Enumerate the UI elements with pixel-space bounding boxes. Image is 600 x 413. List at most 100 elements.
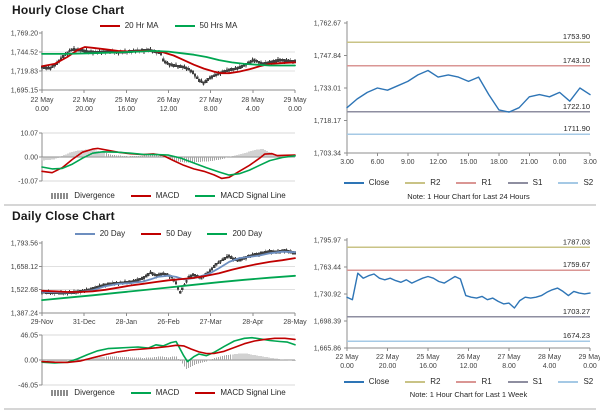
legend-line-swatch — [405, 181, 426, 184]
tick-label: 9.00 — [401, 159, 415, 166]
legend-line-swatch — [405, 380, 426, 383]
level-label-S2: 1711.90 — [563, 124, 590, 133]
tick-label: 0.00 — [24, 358, 38, 365]
tick-label: 0.00 — [553, 159, 567, 166]
legend-item: 50 Hrs MA — [174, 21, 237, 30]
legend-label: S1 — [532, 377, 543, 386]
tick-label: 20.00 — [75, 106, 93, 113]
legend-line-swatch — [195, 391, 216, 394]
tick-label: 27-Mar — [200, 319, 223, 326]
legend-item: MACD Signal Line — [195, 191, 286, 200]
horizontal-divider — [4, 204, 596, 206]
level-label-R2: 1753.90 — [563, 32, 590, 41]
legend-item: Divergence — [51, 191, 115, 200]
tick-label: 25 May — [115, 97, 138, 104]
pivot-24h-note: Note: 1 Hour Chart for Last 24 Hours — [407, 192, 530, 201]
legend-label: MACD — [155, 388, 180, 397]
tick-label: 0.00 — [288, 106, 302, 113]
horizontal-divider — [4, 408, 596, 410]
tick-label: 1,698.39 — [314, 318, 341, 325]
tick-label: -46.05 — [18, 383, 38, 390]
series-macd — [41, 336, 296, 364]
close-line — [346, 69, 591, 113]
legend-line-swatch — [456, 181, 477, 184]
tick-label: 0.00 — [583, 363, 597, 370]
legend-item: MACD — [130, 191, 179, 200]
legend-item: R2 — [405, 178, 440, 187]
series-macd-signal-line — [41, 151, 296, 176]
tick-label: 1,703.34 — [314, 151, 341, 158]
legend-label: 20 Day — [99, 229, 126, 238]
legend-line-swatch — [99, 24, 120, 27]
tick-label: 27 May — [199, 97, 222, 104]
tick-label: 1,387.24 — [11, 311, 38, 318]
tick-label: 0.00 — [35, 106, 49, 113]
tick-label: 12.00 — [160, 106, 178, 113]
tick-label: 28-Apr — [242, 319, 264, 326]
tick-label: 8.00 — [204, 106, 218, 113]
legend-label: 200 Day — [232, 229, 263, 238]
legend-item: S1 — [507, 178, 542, 187]
legend-item: MACD — [130, 388, 180, 397]
tick-label: 22 May — [73, 97, 96, 104]
legend-item: 20 Hr MA — [99, 21, 159, 30]
tick-label: 25 May — [417, 354, 440, 361]
legend-item: Close — [343, 178, 389, 187]
legend-bar-swatch — [51, 389, 70, 396]
legend-label: S2 — [583, 377, 594, 386]
daily-chart-title: Daily Close Chart — [12, 209, 115, 223]
tick-label: 16.00 — [118, 106, 136, 113]
tick-label: 1,658.12 — [11, 264, 38, 271]
tick-label: 1,695.15 — [11, 88, 38, 95]
tick-label: 4.00 — [246, 106, 260, 113]
tick-label: 22 May — [31, 97, 54, 104]
level-label-S1: 1703.27 — [563, 307, 590, 316]
tick-label: 1,718.17 — [314, 118, 341, 125]
legend-line-swatch — [507, 380, 528, 383]
tick-label: 3.00 — [340, 159, 354, 166]
legend-item: R2 — [405, 377, 440, 386]
tick-label: 10.07 — [20, 131, 38, 138]
tick-label: 28-May — [283, 319, 307, 326]
tick-label: 1,730.92 — [314, 291, 341, 298]
tick-label: 18.00 — [490, 159, 508, 166]
tick-label: 1,733.01 — [314, 85, 341, 92]
pivot-week-legend: Close R2 R1 S1 S2 — [343, 377, 593, 386]
legend-line-swatch — [558, 181, 579, 184]
tick-label: 27 May — [498, 354, 521, 361]
tick-label: 29 May — [284, 97, 307, 104]
legend-item: S1 — [507, 377, 543, 386]
series-macd — [41, 147, 296, 180]
legend-item: 20 Day — [74, 229, 126, 238]
legend-item: Divergence — [51, 388, 115, 397]
tick-label: 1,795.97 — [314, 238, 341, 245]
tick-label: 15.00 — [460, 159, 478, 166]
tick-label: 22 May — [336, 354, 359, 361]
legend-label: MACD Signal Line — [220, 388, 286, 397]
legend-line-swatch — [74, 232, 95, 235]
legend-label: Divergence — [74, 388, 115, 397]
tick-label: 26-Feb — [157, 319, 179, 326]
legend-line-swatch — [195, 194, 216, 197]
series-200-day — [41, 274, 296, 301]
legend-item: S2 — [558, 377, 593, 386]
legend-label: Divergence — [74, 191, 115, 200]
tick-label: 28-Jan — [116, 319, 138, 326]
legend-label: R1 — [481, 377, 492, 386]
series-20-hr-ma — [41, 46, 296, 75]
legend-label: R1 — [481, 178, 492, 187]
legend-line-swatch — [130, 391, 151, 394]
tick-label: 21.00 — [520, 159, 538, 166]
legend-label: R2 — [430, 178, 441, 187]
tick-label: 22 May — [376, 354, 399, 361]
legend-line-swatch — [130, 194, 151, 197]
tick-label: 31-Dec — [73, 319, 96, 326]
series-20-day — [41, 250, 296, 294]
legend-label: 50 Day — [166, 229, 192, 238]
legend-label: S2 — [583, 178, 594, 187]
tick-label: 1,769.20 — [11, 31, 38, 38]
tick-label: 1,747.84 — [314, 53, 341, 60]
tick-label: 26 May — [457, 354, 480, 361]
legend-line-swatch — [343, 181, 364, 184]
